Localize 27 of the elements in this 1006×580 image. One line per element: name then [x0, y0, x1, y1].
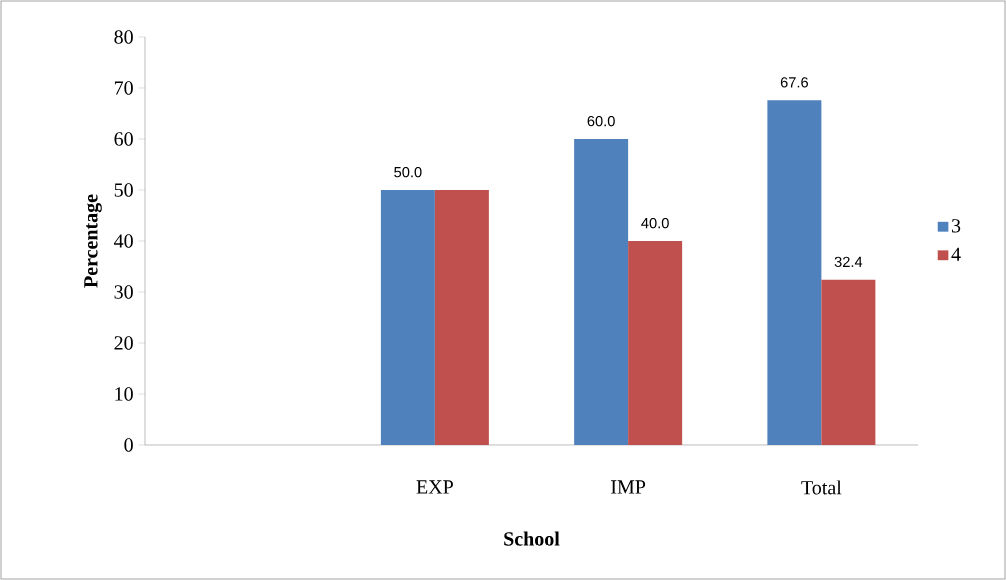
y-axis-title: Percentage	[84, 194, 102, 288]
y-tick-label: 70	[114, 81, 133, 95]
data-label: 60.0	[587, 115, 615, 127]
bar	[767, 100, 822, 445]
bar	[380, 189, 435, 445]
y-tick-label: 80	[114, 30, 133, 44]
y-tick-label: 50	[114, 183, 133, 197]
data-label: 40.0	[641, 217, 669, 229]
y-tick-label: 0	[124, 438, 133, 452]
y-tick-label: 20	[114, 336, 133, 350]
bar	[574, 138, 629, 445]
y-tick-label: 60	[114, 132, 133, 146]
legend-label: 3	[951, 219, 961, 233]
bar	[628, 240, 683, 445]
y-tick-label: 10	[115, 387, 133, 401]
x-axis-title: School	[504, 531, 560, 546]
data-label: 50.0	[394, 166, 422, 178]
x-tick-label: Total	[801, 480, 842, 495]
data-label: 32.4	[834, 256, 863, 268]
x-tick-label: IMP	[611, 480, 646, 494]
bar	[821, 279, 876, 445]
y-tick-label: 30	[114, 285, 133, 299]
y-tick-label: 40	[114, 234, 133, 248]
x-tick-label: EXP	[416, 480, 453, 494]
data-label: 67.6	[780, 77, 808, 88]
legend-label: 4	[951, 247, 961, 261]
bar	[434, 189, 489, 445]
